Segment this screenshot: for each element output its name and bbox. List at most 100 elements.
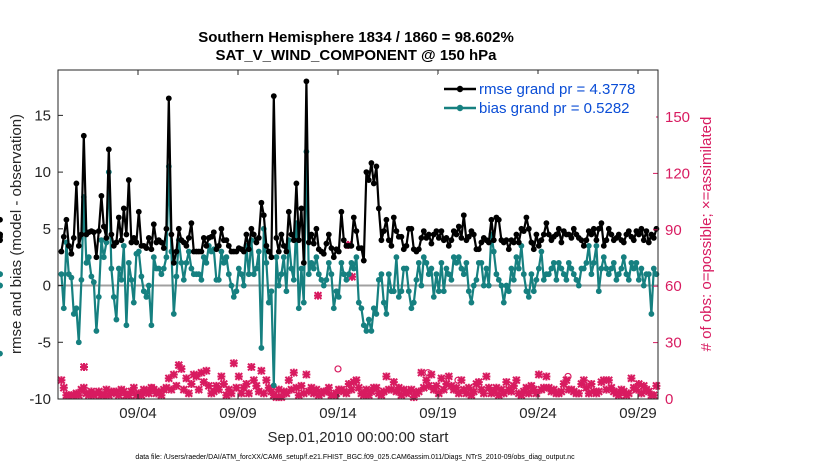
rmse-point — [638, 225, 645, 232]
bias-point — [160, 265, 167, 272]
obs-assimilated-marker — [397, 391, 406, 400]
bias-point — [308, 259, 315, 266]
bias-point — [270, 382, 277, 389]
bias-point — [123, 322, 130, 329]
bias-point — [365, 316, 372, 323]
rmse-point — [523, 214, 530, 221]
rmse-point — [453, 231, 460, 238]
obs-assimilated-marker — [652, 381, 661, 390]
rmse-point — [93, 254, 100, 261]
bias-point — [93, 328, 100, 334]
bias-point — [410, 299, 417, 306]
bias-point — [295, 305, 302, 312]
bias-point — [135, 248, 142, 255]
bias-point — [615, 271, 622, 278]
bias-point — [215, 276, 222, 283]
bias-point — [250, 271, 257, 278]
bias-point — [570, 271, 577, 278]
obs-assimilated-marker — [234, 372, 243, 381]
bias-point — [455, 254, 462, 261]
rmse-point — [240, 248, 247, 255]
rmse-point — [365, 177, 372, 183]
rmse-point — [0, 216, 3, 223]
obs-assimilated-marker — [242, 379, 251, 389]
bias-point — [413, 276, 420, 283]
bias-point — [525, 293, 532, 300]
bias-point — [370, 305, 377, 312]
bias-point — [595, 288, 602, 295]
bias-point — [150, 254, 157, 261]
bias-point — [505, 288, 512, 295]
bias-point — [90, 279, 97, 286]
bias-point — [530, 288, 537, 295]
bias-point — [613, 276, 620, 283]
rmse-point — [360, 257, 367, 264]
obs-assimilated-marker — [352, 376, 361, 385]
obs-assimilated-marker — [637, 389, 646, 398]
y-tick-label: 0 — [43, 278, 51, 295]
bias-point — [318, 276, 325, 283]
obs-assimilated-marker — [419, 383, 428, 392]
bias-point — [623, 271, 630, 278]
y-right-tick-label: 90 — [665, 222, 682, 239]
bias-point — [383, 311, 390, 317]
bias-point — [0, 350, 3, 357]
y-right-tick-label: 120 — [665, 165, 690, 182]
rmse-point — [568, 235, 575, 241]
legend-rmse-marker — [456, 85, 464, 93]
rmse-point — [485, 239, 492, 246]
obs-assimilated-marker — [424, 381, 433, 390]
bias-point — [523, 288, 530, 295]
obs-assimilated-marker — [257, 366, 266, 375]
obs-assimilated-marker — [382, 372, 391, 381]
rmse-point — [435, 235, 442, 241]
rmse-point — [170, 259, 177, 266]
rmse-point — [643, 228, 650, 234]
bias-point — [268, 288, 275, 295]
obs-assimilated-marker — [114, 391, 123, 400]
rmse-point — [398, 233, 405, 240]
legend-box — [438, 74, 656, 120]
rmse-point — [225, 242, 232, 249]
bias-point — [255, 248, 262, 255]
obs-assimilated-marker — [177, 364, 186, 374]
obs-possible-marker — [454, 376, 462, 384]
obs-assimilated-marker — [342, 389, 351, 398]
bias-point — [628, 259, 635, 266]
bias-point — [280, 254, 287, 261]
bias-point — [173, 273, 180, 280]
obs-assimilated-marker — [602, 385, 611, 394]
obs-assimilated-marker — [479, 389, 488, 398]
bias-point — [358, 305, 365, 312]
obs-assimilated-marker — [219, 379, 228, 389]
obs-assimilated-marker — [99, 391, 108, 400]
rmse-point — [645, 239, 652, 246]
bias-point — [565, 259, 572, 266]
bias-point — [78, 276, 85, 283]
bias-point — [140, 288, 147, 295]
bias-point — [465, 288, 472, 295]
obs-assimilated-marker — [387, 385, 396, 394]
bias-point — [225, 271, 232, 278]
bias-point — [583, 259, 590, 266]
obs-assimilated-marker — [584, 389, 593, 398]
bias-point — [580, 265, 587, 272]
bias-point — [340, 271, 347, 278]
obs-assimilated-marker — [439, 385, 448, 394]
rmse-point — [370, 180, 377, 187]
rmse-point — [608, 231, 615, 238]
bias-point — [610, 259, 617, 266]
bias-point — [70, 311, 77, 317]
rmse-point — [445, 242, 452, 249]
obs-assimilated-marker — [237, 389, 246, 398]
obs-assimilated-marker — [557, 387, 566, 396]
rmse-point — [513, 231, 520, 238]
bias-point — [540, 276, 547, 283]
rmse-point — [505, 246, 512, 253]
obs-assimilated-marker — [454, 389, 463, 398]
x-tick-label: 09/19 — [419, 405, 457, 422]
obs-possible-marker — [424, 369, 432, 377]
bias-point — [620, 254, 627, 261]
bias-point — [568, 265, 575, 272]
